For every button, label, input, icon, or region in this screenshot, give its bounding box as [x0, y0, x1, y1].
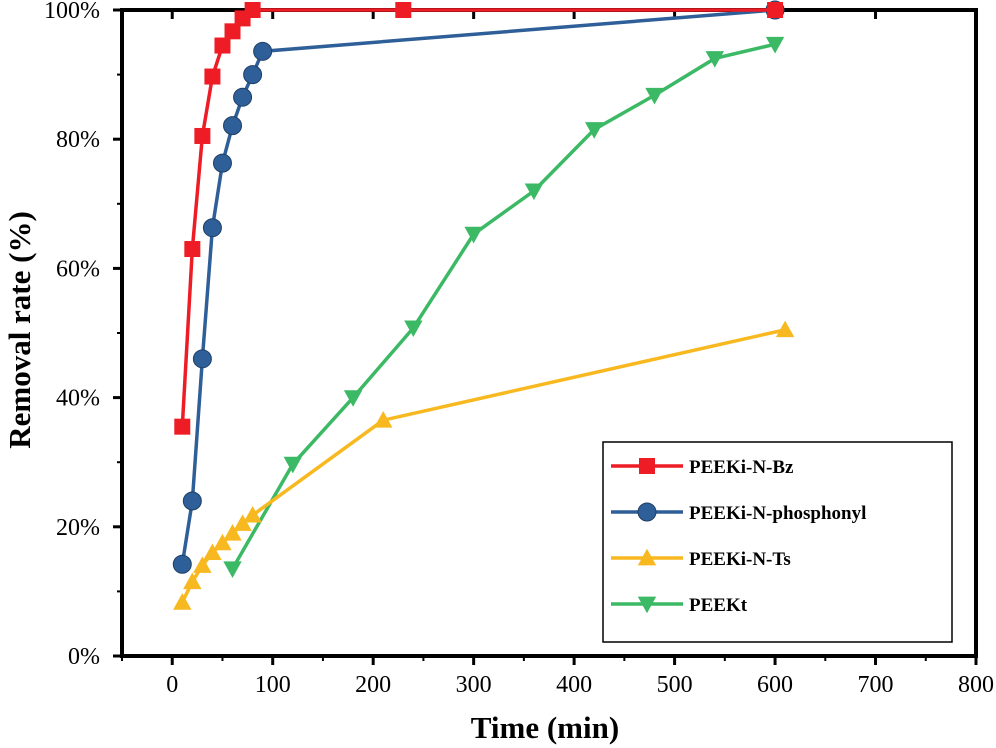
data-point	[214, 37, 231, 54]
legend-item: PEEKt	[611, 595, 748, 616]
legend-marker	[639, 458, 655, 474]
x-tick-label: 700	[858, 672, 894, 698]
data-point	[765, 36, 785, 54]
data-point	[767, 2, 784, 18]
x-tick-label: 300	[456, 672, 492, 698]
data-point	[174, 418, 191, 435]
data-point	[585, 122, 604, 139]
data-point	[184, 241, 201, 258]
data-point	[172, 554, 192, 574]
x-tick-label: 0	[166, 672, 178, 698]
legend-item: PEEKi-N-phosphonyl	[611, 502, 866, 524]
legend-marker	[637, 596, 657, 614]
legend-label: PEEKt	[689, 595, 748, 616]
legend-item: PEEKi-N-Ts	[611, 548, 791, 570]
data-point	[202, 218, 222, 238]
x-tick-label: 100	[255, 672, 291, 698]
data-point	[223, 524, 242, 541]
x-tick-label: 200	[355, 672, 391, 698]
y-tick-label: 60%	[56, 256, 100, 282]
data-point	[223, 561, 242, 578]
legend-box	[602, 441, 953, 643]
data-point	[524, 183, 544, 201]
y-axis-title: Removal rate (%)	[2, 211, 37, 449]
series-line	[180, 8, 776, 427]
legend-marker	[637, 548, 657, 566]
y-tick-label: 40%	[56, 386, 100, 412]
data-point	[212, 153, 232, 173]
data-point	[182, 491, 202, 511]
data-point	[243, 505, 262, 523]
data-point	[223, 116, 243, 136]
data-point	[233, 87, 253, 107]
legend-label: PEEKi-N-Ts	[689, 549, 791, 570]
data-point	[243, 65, 263, 85]
x-tick-label: 600	[757, 672, 793, 698]
legend-marker	[637, 502, 657, 522]
data-point	[253, 41, 273, 61]
legend-label: PEEKi-N-phosphonyl	[689, 503, 866, 524]
x-tick-label: 400	[556, 672, 592, 698]
data-point	[374, 411, 393, 428]
data-point	[233, 514, 252, 531]
series-PEEKi-N-phosphonyl	[172, 0, 785, 574]
data-point	[224, 23, 241, 40]
data-point	[283, 456, 302, 474]
series-line	[180, 8, 776, 565]
data-point	[404, 320, 423, 338]
data-point	[173, 593, 192, 610]
x-tick-label: 800	[958, 672, 994, 698]
data-point	[244, 2, 261, 18]
legend: PEEKi-N-Bz PEEKi-N-phosphonyl PEEKi-N-Ts PE…	[602, 441, 953, 643]
data-point	[705, 51, 724, 68]
data-point	[192, 349, 212, 369]
y-tick-label: 100%	[44, 0, 100, 24]
data-point	[194, 127, 211, 144]
data-point	[395, 2, 412, 18]
series-PEEKt	[223, 36, 785, 578]
x-axis-title: Time (min)	[471, 710, 619, 745]
y-tick-label: 0%	[68, 644, 100, 670]
legend-item: PEEKi-N-Bz	[611, 457, 794, 478]
data-point	[204, 68, 221, 85]
data-point	[464, 226, 483, 244]
y-tick-label: 20%	[56, 515, 100, 541]
series-line	[231, 42, 776, 570]
data-point	[193, 556, 212, 573]
data-point	[183, 572, 202, 590]
series-PEEKi-N-Bz	[174, 2, 784, 435]
x-tick-label: 500	[657, 672, 693, 698]
data-point	[775, 320, 795, 338]
data-point	[203, 543, 222, 560]
data-point	[213, 533, 232, 551]
y-tick-label: 80%	[56, 127, 100, 153]
data-point	[343, 390, 363, 407]
data-point	[645, 87, 664, 105]
legend-label: PEEKi-N-Bz	[689, 457, 794, 478]
series-PEEKi-N-Ts	[173, 320, 795, 610]
